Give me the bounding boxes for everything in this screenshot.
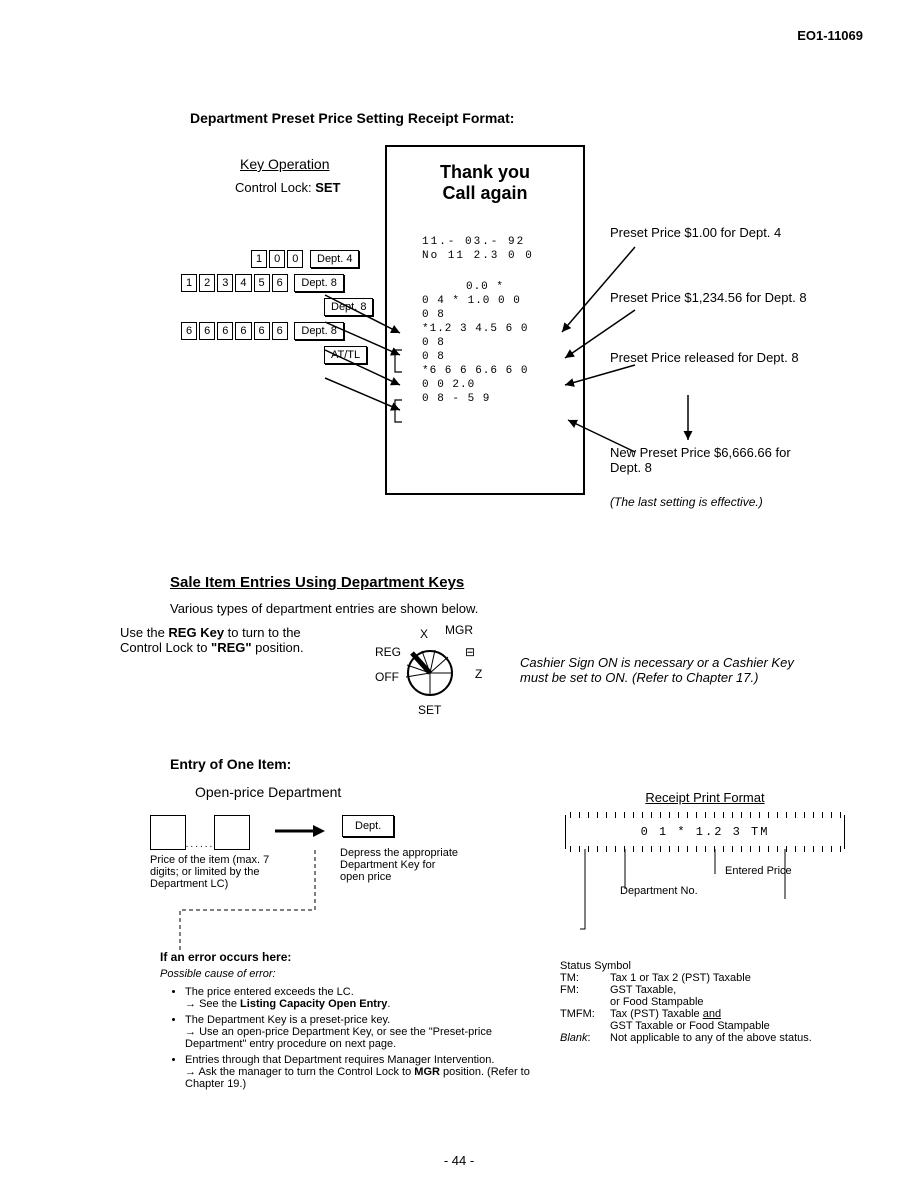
dashed-connector-icon xyxy=(180,850,360,960)
price-box-icon xyxy=(214,815,250,850)
error-block: If an error occurs here: Possible cause … xyxy=(160,950,540,1094)
reg-text-post: position. xyxy=(252,640,304,655)
reg-key-bold: REG Key xyxy=(168,625,224,640)
receipt-thank-2: Call again xyxy=(397,183,573,204)
error-text-bold: MGR xyxy=(414,1066,440,1078)
status-tmfm2: GST Taxable or Food Stampable xyxy=(610,1020,770,1032)
label-dept-no: Department No. xyxy=(620,885,700,897)
receipt-box: Thank you Call again 11.- 03.- 92 No 11 … xyxy=(385,145,585,495)
digit-key: 6 xyxy=(217,322,233,340)
attl-key: AT/TL xyxy=(324,346,367,364)
receipt-thank-1: Thank you xyxy=(397,162,573,183)
error-text: The price entered exceeds the LC. xyxy=(185,986,354,998)
dial-off: OFF xyxy=(375,670,399,684)
reg-text-pre: Use the xyxy=(120,625,168,640)
annotation-preset-3: Preset Price released for Dept. 8 xyxy=(610,350,810,365)
page-number: - 44 - xyxy=(444,1153,474,1168)
control-lock-prefix: Control Lock: xyxy=(235,180,315,195)
error-cause: Possible cause of error: xyxy=(160,968,540,980)
receipt-sample-line: 0 1 * 1.2 3 TM xyxy=(581,825,829,839)
receipt-number: No 11 2.3 0 0 xyxy=(397,250,573,262)
reg-instruction: Use the REG Key to turn to the Control L… xyxy=(120,625,320,655)
receipt-print-format: Receipt Print Format 0 1 * 1.2 3 TM Ente… xyxy=(565,790,845,937)
annotation-preset-4: New Preset Price $6,666.66 for Dept. 8 xyxy=(610,445,820,475)
receipt-line: *6 6 6 6.6 6 0 xyxy=(397,365,573,377)
annotation-preset-1: Preset Price $1.00 for Dept. 4 xyxy=(610,225,790,240)
receipt-date: 11.- 03.- 92 xyxy=(397,236,573,248)
error-text-bold: Listing Capacity Open Entry xyxy=(240,998,387,1010)
status-tm: Tax 1 or Tax 2 (PST) Taxable xyxy=(610,972,751,984)
body-text-1: Various types of department entries are … xyxy=(170,601,868,616)
dial-set: SET xyxy=(418,703,441,717)
error-bullet-3: Entries through that Department requires… xyxy=(185,1054,540,1090)
status-tmfm1: Tax (PST) Taxable xyxy=(610,1008,703,1020)
control-lock-mode: SET xyxy=(315,180,340,195)
label-entered-price: Entered Price xyxy=(725,865,792,877)
digit-key: 3 xyxy=(217,274,233,292)
digit-key: 6 xyxy=(272,322,288,340)
receipt-format-header: Receipt Print Format xyxy=(565,790,845,805)
receipt-line: 0 8 - 5 9 xyxy=(397,393,573,405)
digit-key: 6 xyxy=(272,274,288,292)
dept-key-box: Dept. xyxy=(342,815,394,837)
dial-minus: ⊟ xyxy=(465,645,475,659)
error-title: If an error occurs here: xyxy=(160,950,540,964)
status-fm1: GST Taxable, xyxy=(610,984,676,996)
digit-key: 0 xyxy=(269,250,285,268)
arrow-right-icon xyxy=(275,823,325,842)
dial-reg: REG xyxy=(375,645,401,659)
digit-key: 1 xyxy=(251,250,267,268)
section-title-2: Sale Item Entries Using Department Keys xyxy=(170,574,868,591)
dial-z: Z xyxy=(475,667,482,681)
receipt-line: 0 4 * 1.0 0 0 xyxy=(397,295,573,307)
dept-key: Dept. 8 xyxy=(294,322,343,340)
receipt-line: 0 0 2.0 xyxy=(397,379,573,391)
status-fm2: or Food Stampable xyxy=(610,996,704,1008)
error-bullet-1: The price entered exceeds the LC. → See … xyxy=(185,986,540,1010)
receipt-line: *1.2 3 4.5 6 0 xyxy=(397,323,573,335)
digit-key: 4 xyxy=(235,274,251,292)
annotation-preset-2: Preset Price $1,234.56 for Dept. 8 xyxy=(610,290,830,305)
status-blank: Not applicable to any of the above statu… xyxy=(610,1032,812,1044)
dial-mgr: MGR xyxy=(445,623,473,637)
digit-key: 6 xyxy=(181,322,197,340)
error-bullet-2: The Department Key is a preset-price key… xyxy=(185,1014,540,1050)
document-id: EO1-11069 xyxy=(797,28,863,43)
error-text: The Department Key is a preset-price key… xyxy=(185,1014,390,1026)
error-text: Entries through that Department requires… xyxy=(185,1054,494,1066)
price-box-icon xyxy=(150,815,186,850)
cashier-note: Cashier Sign ON is necessary or a Cashie… xyxy=(520,655,800,685)
digit-key: 6 xyxy=(254,322,270,340)
digit-key: 1 xyxy=(181,274,197,292)
error-text: Ask the manager to turn the Control Lock… xyxy=(198,1066,414,1078)
section-title-1: Department Preset Price Setting Receipt … xyxy=(190,110,868,126)
error-text: See the xyxy=(199,998,240,1010)
control-lock-dial: REG X MGR ⊟ Z SET OFF xyxy=(340,615,540,725)
digit-key: 2 xyxy=(199,274,215,292)
receipt-sample: 0 1 * 1.2 3 TM xyxy=(565,815,845,849)
digit-key: 5 xyxy=(254,274,270,292)
dept-key: Dept. 8 xyxy=(294,274,343,292)
callout-lines-icon xyxy=(565,849,835,934)
receipt-line: 0 8 xyxy=(397,351,573,363)
dept-key: Dept. 4 xyxy=(310,250,359,268)
digit-key: 0 xyxy=(287,250,303,268)
digit-key: 6 xyxy=(235,322,251,340)
entry-title: Entry of One Item: xyxy=(170,756,868,772)
receipt-line: 0 8 xyxy=(397,309,573,321)
receipt-zero: 0.0 * xyxy=(397,281,573,293)
annotation-note: (The last setting is effective.) xyxy=(610,495,790,509)
receipt-line: 0 8 xyxy=(397,337,573,349)
dial-x: X xyxy=(420,627,428,641)
dept-key: Dept. 8 xyxy=(324,298,373,316)
reg-quote: "REG" xyxy=(211,640,252,655)
error-text: Use an open-price Department Key, or see… xyxy=(185,1026,492,1050)
status-tmfm-and: and xyxy=(703,1008,721,1020)
digit-key: 6 xyxy=(199,322,215,340)
status-symbol-heading: Status Symbol xyxy=(560,960,850,972)
